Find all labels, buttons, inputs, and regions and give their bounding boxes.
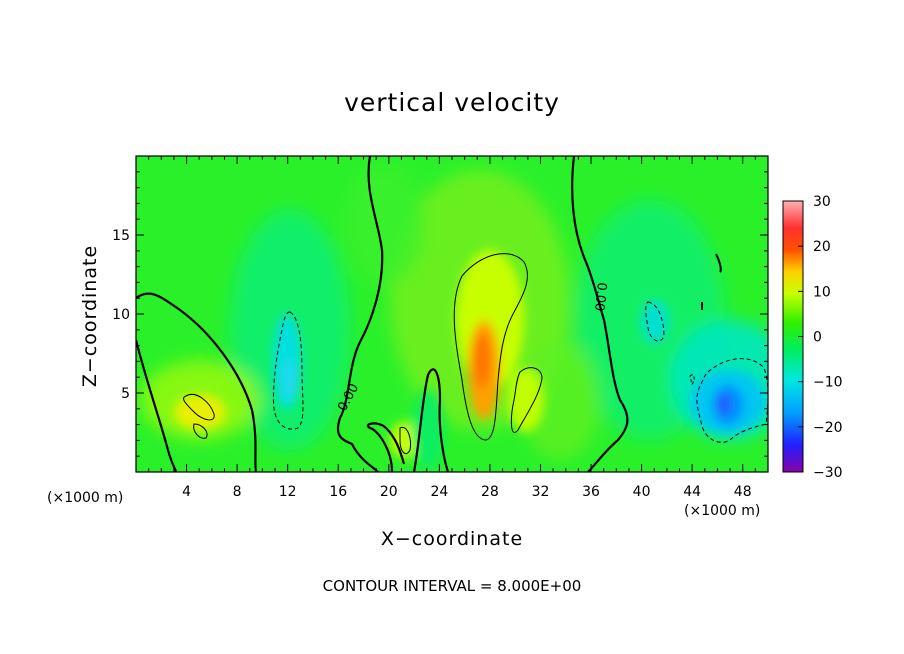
positive-contour-left-a [183, 394, 215, 421]
y-axis-ticks: 5 10 15 [112, 171, 768, 457]
x-tick-label: 36 [582, 484, 600, 500]
x-unit-label-right: (×1000 m) [684, 503, 761, 519]
colorbar-tick-label: −20 [813, 420, 843, 436]
colorbar-tick-label: −30 [813, 465, 843, 481]
negative-contour-right-small [645, 301, 665, 342]
heatmap-field [136, 156, 768, 472]
colorbar-tick-label: 20 [813, 239, 831, 255]
colorbar-ticks: 30 20 10 0 −10 −20 −30 [798, 194, 843, 481]
x-tick-label: 4 [182, 484, 191, 500]
x-tick-label: 40 [633, 484, 651, 500]
zero-contour-right [571, 156, 629, 472]
zero-contour-right-small [715, 253, 722, 273]
zero-contour-left-inner [136, 339, 178, 472]
colorbar-tick-label: 0 [813, 330, 822, 346]
colorbar-tick-label: 30 [813, 194, 831, 210]
zero-contour-left [136, 292, 258, 472]
positive-contour-small [399, 426, 411, 455]
contour-interval-note: CONTOUR INTERVAL = 8.000E+00 [322, 577, 582, 595]
positive-contour-left-b [193, 423, 208, 439]
positive-contour-core [453, 253, 528, 441]
zero-contour-inner-pillar [412, 368, 450, 472]
x-tick-label: 28 [481, 484, 499, 500]
x-tick-label: 8 [233, 484, 242, 500]
x-tick-label: 32 [532, 484, 550, 500]
chart-title: vertical velocity [344, 88, 560, 117]
zero-contour-center [336, 156, 384, 472]
x-tick-label: 16 [329, 484, 347, 500]
colorbar-tick-label: 10 [813, 284, 831, 300]
x-axis-label: X−coordinate [380, 528, 524, 550]
x-tick-label: 20 [380, 484, 398, 500]
x-unit-label-left: (×1000 m) [47, 490, 124, 506]
x-tick-label: 44 [683, 484, 701, 500]
x-tick-label: 12 [279, 484, 297, 500]
y-axis-label: Z−coordinate [79, 244, 101, 388]
contour-lines [136, 156, 768, 472]
positive-contour-secondary [510, 367, 543, 433]
y-tick-label: 10 [112, 307, 130, 323]
contour-label-right: 0.00 [591, 282, 609, 312]
x-axis-ticks: 4 8 12 16 20 24 28 32 36 40 44 48 [148, 156, 756, 500]
negative-contour-left [273, 311, 304, 430]
zero-contour-inner-tower [366, 422, 406, 472]
y-tick-label: 15 [112, 228, 130, 244]
x-tick-label: 48 [734, 484, 752, 500]
x-tick-label: 24 [430, 484, 448, 500]
colorbar-tick-label: −10 [813, 375, 843, 391]
negative-contour-right-blip [689, 374, 695, 385]
y-tick-label: 5 [121, 386, 130, 402]
